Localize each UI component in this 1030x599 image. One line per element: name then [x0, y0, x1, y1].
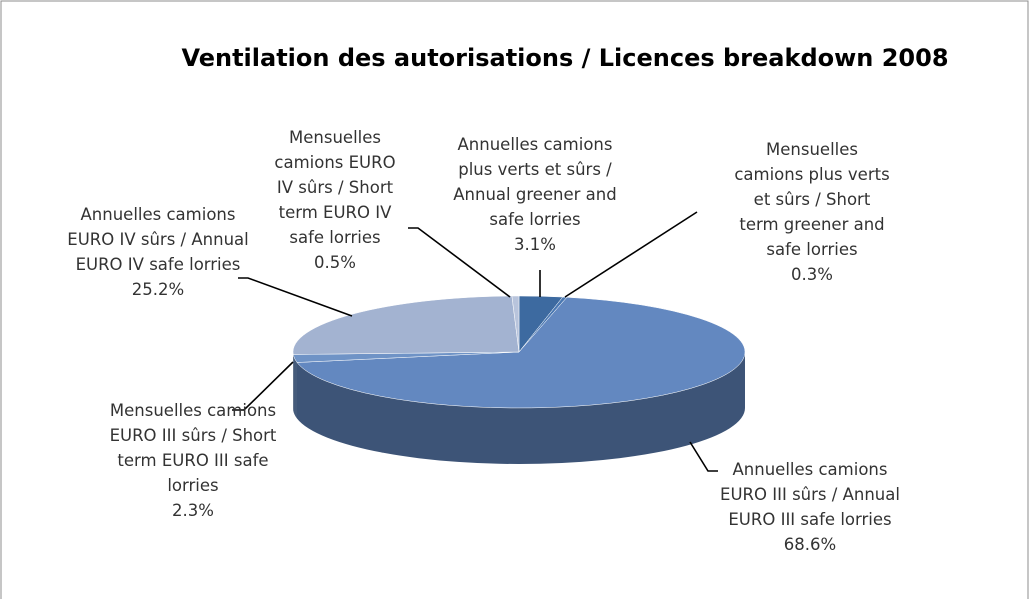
leader-line	[689, 441, 718, 472]
slice-name: Mensuelles camions EURO IV sûrs / Short …	[274, 128, 396, 247]
slice-value: 0.5%	[314, 253, 356, 272]
slice-name: Annuelles camions EURO IV sûrs / Annual …	[67, 205, 249, 274]
slice-side	[293, 354, 297, 419]
leader-line	[238, 277, 353, 317]
leader-lines	[232, 211, 718, 472]
chart-title: Ventilation des autorisations / Licences…	[181, 44, 949, 72]
leader-line	[232, 361, 294, 411]
slice-value: 3.1%	[514, 235, 556, 254]
slice-label: Mensuelles camions plus verts et sûrs / …	[732, 137, 892, 287]
slice-label: Mensuelles camions EURO III sûrs / Short…	[96, 398, 291, 523]
slice-label: Annuelles camions plus verts et sûrs / A…	[440, 132, 630, 257]
pie-slice	[511, 295, 520, 353]
pie-slice	[296, 297, 746, 409]
slice-value: 68.6%	[783, 535, 837, 554]
slice-value: 2.3%	[172, 501, 214, 520]
slice-name: Mensuelles camions plus verts et sûrs / …	[734, 140, 890, 259]
slice-value: 0.3%	[791, 265, 833, 284]
slice-name: Mensuelles camions EURO III sûrs / Short…	[109, 401, 277, 495]
slice-name: Annuelles camions plus verts et sûrs / A…	[453, 135, 617, 229]
pie	[292, 295, 746, 465]
slice-label: Annuelles camions EURO IV sûrs / Annual …	[66, 202, 251, 302]
slice-label: Annuelles camions EURO III sûrs / Annual…	[718, 457, 903, 557]
slice-label: Mensuelles camions EURO IV sûrs / Short …	[270, 125, 400, 275]
leader-line	[564, 211, 698, 298]
pie-slice	[292, 295, 520, 355]
leader-line	[408, 227, 511, 298]
slice-value: 25.2%	[131, 280, 185, 299]
slice-name: Annuelles camions EURO III sûrs / Annual…	[720, 460, 900, 529]
